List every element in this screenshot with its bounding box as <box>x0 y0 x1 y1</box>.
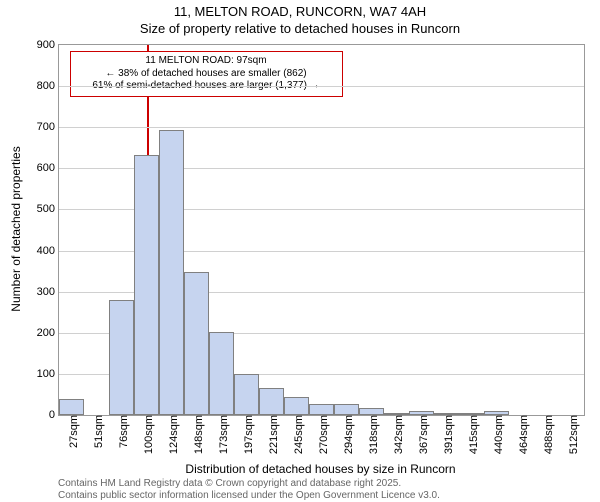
xtick-label: 173sqm <box>214 415 230 454</box>
xtick-label: 270sqm <box>314 415 330 454</box>
ytick-label: 100 <box>37 368 59 380</box>
ytick-label: 600 <box>37 162 59 174</box>
histogram-bar <box>309 404 334 416</box>
xtick-label: 124sqm <box>164 415 180 454</box>
title-line2: Size of property relative to detached ho… <box>140 21 460 36</box>
ytick-label: 0 <box>49 409 59 421</box>
annotation-box: 11 MELTON ROAD: 97sqm ← 38% of detached … <box>70 51 343 97</box>
histogram-bar <box>109 300 134 415</box>
footer-line1: Contains HM Land Registry data © Crown c… <box>58 478 401 489</box>
xtick-label: 148sqm <box>189 415 205 454</box>
annotation-line1: 11 MELTON ROAD: 97sqm <box>145 55 266 66</box>
ytick-label: 500 <box>37 203 59 215</box>
xtick-label: 415sqm <box>464 415 480 454</box>
histogram-bar <box>259 388 284 415</box>
histogram-bar <box>234 374 259 415</box>
xtick-label: 27sqm <box>64 415 80 448</box>
histogram-bar <box>159 130 184 415</box>
ytick-label: 400 <box>37 245 59 257</box>
xtick-label: 51sqm <box>89 415 105 448</box>
histogram-bar <box>184 272 209 415</box>
histogram-bar <box>209 332 234 415</box>
xtick-label: 221sqm <box>264 415 280 454</box>
annotation-line2: ← 38% of detached houses are smaller (86… <box>105 68 306 79</box>
histogram-bar <box>59 399 84 415</box>
xtick-label: 342sqm <box>389 415 405 454</box>
histogram-bar <box>284 397 309 416</box>
xtick-label: 76sqm <box>114 415 130 448</box>
xtick-label: 245sqm <box>289 415 305 454</box>
xtick-label: 197sqm <box>239 415 255 454</box>
xtick-label: 294sqm <box>339 415 355 454</box>
xtick-label: 367sqm <box>414 415 430 454</box>
histogram-bar <box>334 404 359 416</box>
xtick-label: 318sqm <box>364 415 380 454</box>
ytick-label: 300 <box>37 286 59 298</box>
histogram-bar <box>359 408 384 415</box>
histogram-bar <box>134 155 159 415</box>
xtick-label: 100sqm <box>139 415 155 454</box>
xtick-label: 488sqm <box>539 415 555 454</box>
chart-plot-area: 11 MELTON ROAD: 97sqm ← 38% of detached … <box>58 44 585 416</box>
y-axis-label: Number of detached properties <box>9 146 23 311</box>
footer-attribution: Contains HM Land Registry data © Crown c… <box>58 478 440 502</box>
x-axis-label: Distribution of detached houses by size … <box>185 462 455 476</box>
gridline <box>59 127 584 128</box>
xtick-label: 440sqm <box>489 415 505 454</box>
gridline <box>59 86 584 87</box>
xtick-label: 391sqm <box>439 415 455 454</box>
ytick-label: 800 <box>37 80 59 92</box>
xtick-label: 464sqm <box>514 415 530 454</box>
ytick-label: 700 <box>37 121 59 133</box>
ytick-label: 200 <box>37 327 59 339</box>
footer-line2: Contains public sector information licen… <box>58 490 440 501</box>
ytick-label: 900 <box>37 39 59 51</box>
xtick-label: 512sqm <box>564 415 580 454</box>
chart-title: 11, MELTON ROAD, RUNCORN, WA7 4AH Size o… <box>0 0 600 38</box>
title-line1: 11, MELTON ROAD, RUNCORN, WA7 4AH <box>174 4 426 19</box>
